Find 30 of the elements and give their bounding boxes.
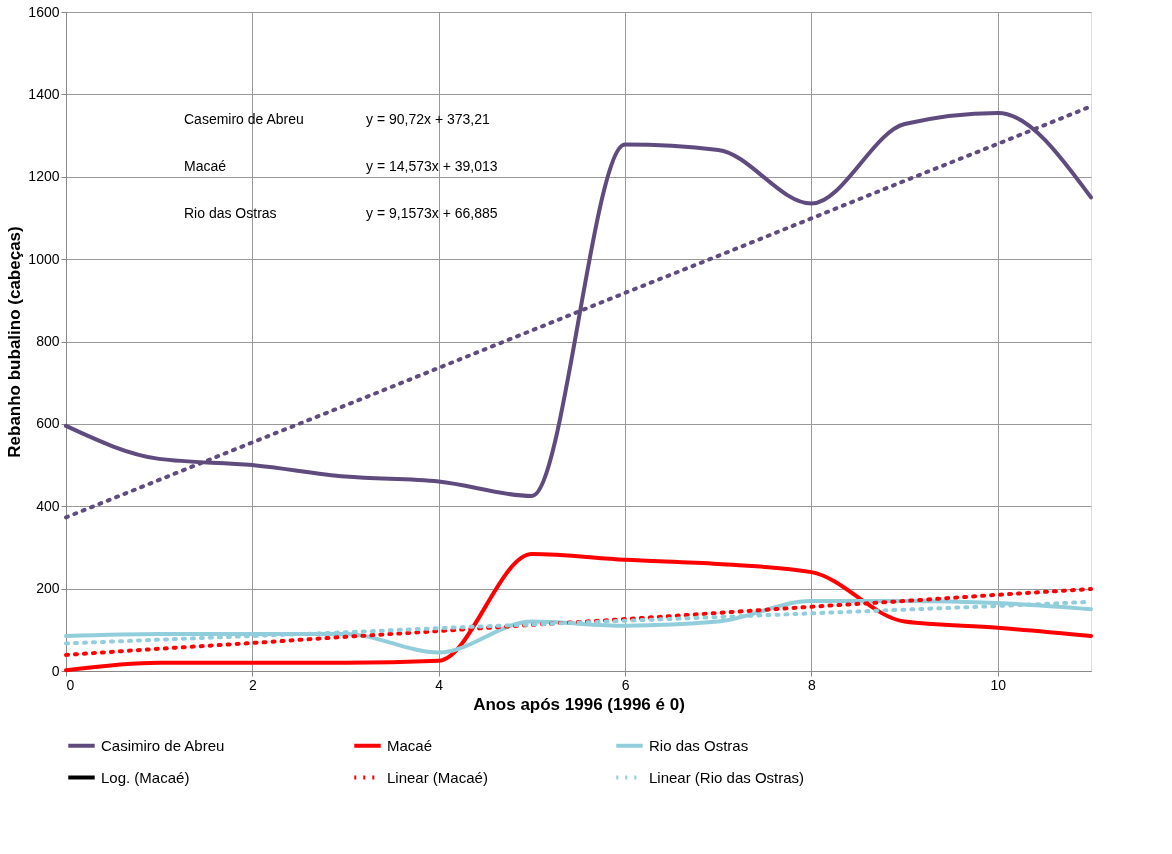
line-series — [64, 598, 1093, 655]
x-tick-label: 0 — [66, 676, 75, 693]
annotation: y = 90,72x + 373,21 — [366, 111, 490, 127]
legend-label: Linear (Macaé) — [387, 768, 488, 786]
y-tick-label: 600 — [36, 415, 60, 432]
y-axis-title: Rebanho bubalino (cabeças) — [5, 226, 25, 458]
legend-label: Macaé — [387, 736, 433, 754]
y-tick-label: 1600 — [28, 3, 60, 20]
y-tick-label: 200 — [36, 580, 60, 597]
annotation: y = 9,1573x + 66,885 — [366, 205, 498, 221]
annotation: Rio das Ostras — [184, 205, 277, 221]
legend-label: Casimiro de Abreu — [101, 736, 225, 754]
annotation: y = 14,573x + 39,013 — [366, 158, 498, 174]
y-tick-label: 800 — [36, 333, 60, 349]
legend-label: Linear (Rio das Ostras) — [649, 768, 805, 786]
y-tick-label: 0 — [51, 662, 60, 679]
annotation: Macaé — [184, 158, 227, 174]
legend-label: Log. (Macaé) — [101, 768, 190, 786]
legend-label: Rio das Ostras — [649, 736, 749, 754]
x-tick-label: 10 — [990, 676, 1007, 693]
x-tick-label: 6 — [621, 676, 630, 693]
y-tick-label: 1200 — [28, 168, 60, 185]
y-tick-label: 1400 — [28, 85, 60, 102]
x-tick-label: 4 — [435, 676, 444, 693]
x-axis-title: Anos após 1996 (1996 é 0) — [473, 694, 685, 714]
x-tick-label: 8 — [808, 676, 817, 693]
y-tick-label: 400 — [36, 497, 60, 514]
annotation: Casemiro de Abreu — [184, 111, 304, 127]
x-tick-label: 2 — [248, 676, 257, 693]
y-tick-label: 1000 — [28, 250, 60, 267]
